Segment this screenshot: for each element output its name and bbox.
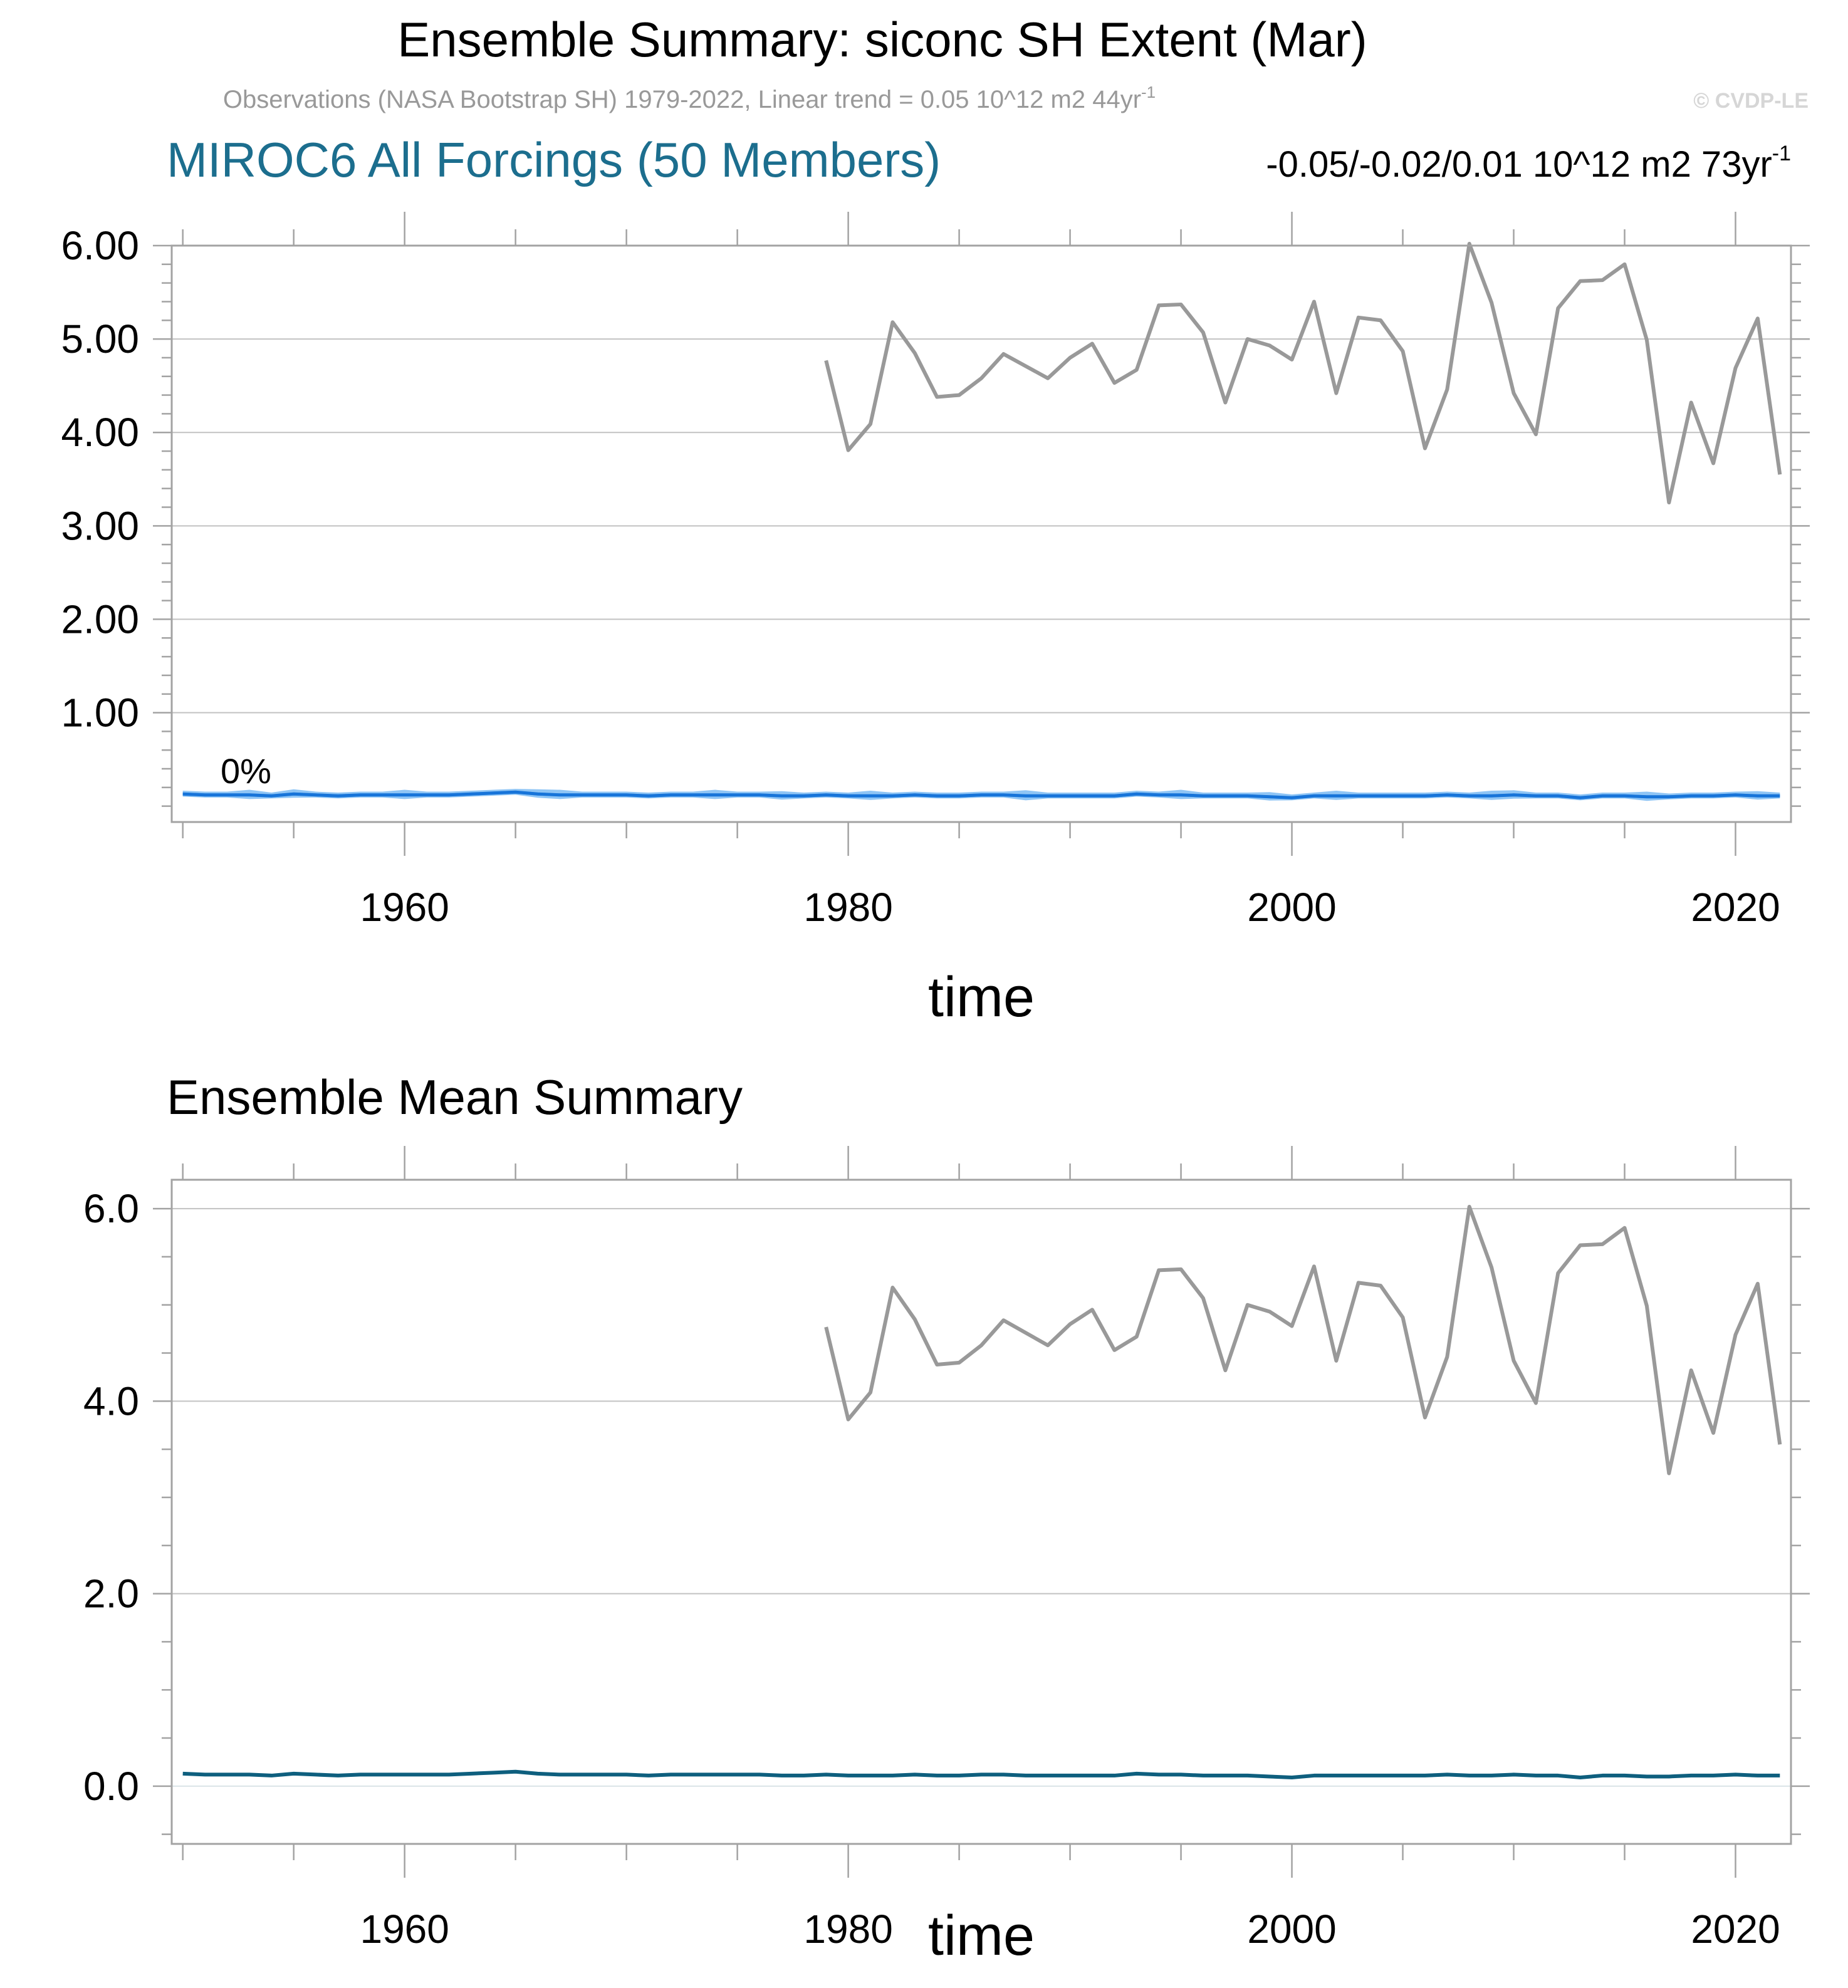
panel2-ticks: 0.0 2.0 4.0 6.0 1960 1980 2000 2020 (83, 1146, 1810, 1952)
panel1-xlabel: time (928, 966, 1035, 1029)
panel1-ytick-label: 5.00 (61, 316, 139, 362)
panel1-observations-line (824, 242, 1782, 505)
panel1-xtick-label: 2000 (1247, 885, 1336, 930)
panel1-xtick-label: 1980 (803, 885, 892, 930)
panel2-frame (170, 1179, 1792, 1845)
panel2-series (182, 1205, 1782, 1779)
panel2-xtick-label: 2000 (1247, 1907, 1336, 1952)
percent-label: 0% (221, 751, 271, 791)
panel2-grid (172, 1208, 1791, 1787)
panel2-ytick-label: 2.0 (83, 1571, 139, 1616)
panel1-ytick-label: 1.00 (61, 690, 139, 736)
subtitle: Observations (NASA Bootstrap SH) 1979-20… (223, 83, 1156, 113)
panel1-ytick-label: 4.00 (61, 410, 139, 455)
panel2-ytick-label: 0.0 (83, 1764, 139, 1809)
panel2-xtick-label: 1980 (803, 1907, 892, 1952)
panel2-xtick-label: 1960 (360, 1907, 449, 1952)
panel2-ytick-label: 4.0 (83, 1378, 139, 1423)
panel1-xtick-label: 1960 (360, 885, 449, 930)
panel1-ytick-label: 6.00 (61, 223, 139, 268)
panel2-title: Ensemble Mean Summary (167, 1069, 743, 1125)
trend-summary-sup: -1 (1772, 142, 1791, 165)
trend-summary-text: -0.05/-0.02/0.01 10^12 m2 73yr (1266, 144, 1772, 185)
panel1-grid (172, 245, 1791, 714)
panel2-xtick-label: 2020 (1691, 1907, 1780, 1952)
subtitle-text: Observations (NASA Bootstrap SH) 1979-20… (223, 86, 1141, 113)
panel2-observations-line (824, 1205, 1782, 1475)
panel2-xlabel: time (928, 1905, 1035, 1967)
panel1-ensemble-mean-line (182, 790, 1780, 799)
panel1-series (182, 242, 1782, 801)
panel1-ticks: 1.00 2.00 3.00 4.00 5.00 6.00 1960 1980 2000 2020 (61, 212, 1810, 930)
copyright: © CVDP-LE (1693, 89, 1809, 113)
panel1-ytick-label: 2.00 (61, 596, 139, 642)
panel1-frame (170, 244, 1792, 823)
panel1-ytick-label: 3.00 (61, 503, 139, 548)
panel1-xtick-label: 2020 (1691, 885, 1780, 930)
panel2-ensemble-mean-line (182, 1769, 1780, 1779)
model-title: MIROC6 All Forcings (50 Members) (167, 132, 941, 187)
panel2-ytick-label: 6.0 (83, 1186, 139, 1231)
trend-summary: -0.05/-0.02/0.01 10^12 m2 73yr-1 (1266, 142, 1791, 185)
figure-title: Ensemble Summary: siconc SH Extent (Mar) (397, 12, 1367, 67)
subtitle-sup: -1 (1141, 83, 1156, 101)
